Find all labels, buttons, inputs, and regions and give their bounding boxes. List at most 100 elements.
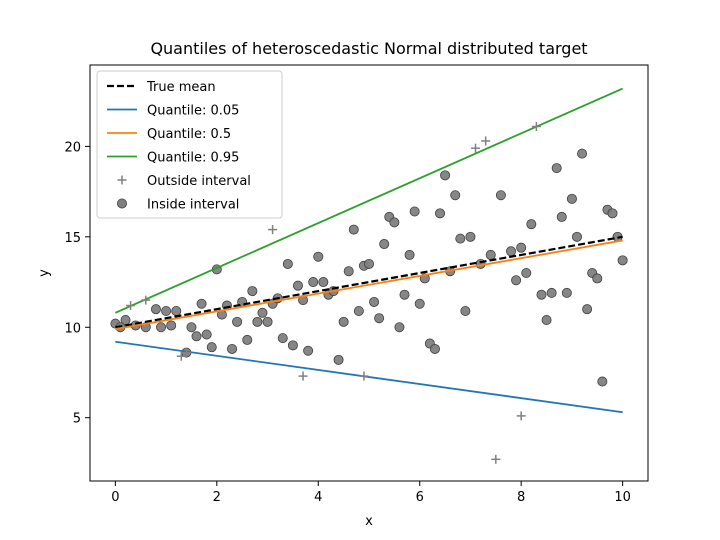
inside-point xyxy=(577,148,588,159)
inside-point xyxy=(374,313,385,324)
legend-box xyxy=(96,70,283,219)
inside-point xyxy=(313,251,324,262)
inside-point xyxy=(252,316,263,327)
plot-area xyxy=(110,87,628,464)
outside-point xyxy=(141,295,151,305)
x-tick-label: 2 xyxy=(213,490,221,505)
outside-point xyxy=(516,411,526,421)
inside-point xyxy=(541,315,552,326)
inside-point xyxy=(536,289,547,300)
legend-label: Quantile: 0.95 xyxy=(147,151,239,166)
inside-point xyxy=(257,307,268,318)
outside-point xyxy=(471,143,481,153)
inside-point xyxy=(247,286,258,297)
chart-title: Quantiles of heteroscedastic Normal dist… xyxy=(150,39,587,58)
series-line-1 xyxy=(115,340,623,414)
inside-point xyxy=(196,298,207,309)
inside-point xyxy=(156,322,167,333)
outside-point xyxy=(181,348,191,358)
inside-point xyxy=(582,304,593,315)
x-tick-label: 6 xyxy=(416,490,424,505)
legend-handle-outside xyxy=(117,175,127,185)
y-tick-label: 5 xyxy=(73,412,81,427)
inside-point xyxy=(389,217,400,228)
outside-point xyxy=(268,225,278,235)
y-tick-label: 20 xyxy=(64,140,81,155)
x-tick-label: 8 xyxy=(517,490,525,505)
inside-point xyxy=(348,224,359,235)
legend-label: True mean xyxy=(146,80,216,95)
inside-point xyxy=(191,331,202,342)
outside-point xyxy=(359,371,369,381)
outside-point xyxy=(491,454,501,464)
inside-point xyxy=(262,316,273,327)
legend-handle-inside xyxy=(117,198,128,209)
inside-point xyxy=(186,322,197,333)
inside-point xyxy=(379,239,390,250)
inside-point xyxy=(485,249,496,260)
x-axis: 0 2 4 6 8 10 xyxy=(111,481,631,505)
x-tick-label: 4 xyxy=(314,490,322,505)
outside-point xyxy=(531,121,541,131)
series-line-0 xyxy=(115,235,623,329)
inside-point xyxy=(232,316,243,327)
inside-point xyxy=(607,208,618,219)
legend-label: Quantile: 0.5 xyxy=(147,127,231,142)
inside-point xyxy=(242,334,253,345)
inside-point xyxy=(369,296,380,307)
inside-point xyxy=(516,242,527,253)
axes-frame xyxy=(89,64,649,482)
inside-point xyxy=(592,273,603,284)
inside-point xyxy=(450,190,461,201)
inside-point xyxy=(399,289,410,300)
inside-point xyxy=(556,211,567,222)
inside-point xyxy=(161,305,172,316)
inside-point xyxy=(292,280,303,291)
inside-point xyxy=(166,320,177,331)
inside-point xyxy=(526,219,537,230)
x-tick-label: 10 xyxy=(614,490,631,505)
inside-point xyxy=(343,266,354,277)
inside-point xyxy=(227,343,238,354)
outside-point xyxy=(126,301,136,311)
inside-point xyxy=(506,246,517,257)
inside-point xyxy=(495,190,506,201)
inside-point xyxy=(201,329,212,340)
inside-point xyxy=(394,322,405,333)
inside-point xyxy=(353,305,364,316)
inside-point xyxy=(308,277,319,288)
inside-point xyxy=(440,170,451,181)
y-axis: 5 10 15 20 xyxy=(64,140,90,427)
inside-point xyxy=(551,163,562,174)
inside-point xyxy=(404,249,415,260)
inside-point xyxy=(465,231,476,242)
inside-point xyxy=(277,333,288,344)
outside-point xyxy=(176,351,186,361)
inside-point xyxy=(435,208,446,219)
inside-point xyxy=(571,231,582,242)
inside-point xyxy=(597,376,608,387)
inside-point xyxy=(120,315,131,326)
legend-label: Outside interval xyxy=(147,174,251,189)
outside-point xyxy=(481,136,491,146)
inside-point xyxy=(455,233,466,244)
x-axis-label: x xyxy=(365,514,373,529)
inside-point xyxy=(282,258,293,269)
legend-label: Quantile: 0.05 xyxy=(147,104,239,119)
inside-point xyxy=(566,193,577,204)
series-line-2 xyxy=(115,239,623,330)
inside-point xyxy=(363,258,374,269)
inside-point xyxy=(414,298,425,309)
inside-point xyxy=(171,305,182,316)
inside-point xyxy=(561,287,572,298)
inside-point xyxy=(617,255,628,266)
x-tick-label: 0 xyxy=(111,490,119,505)
inside-point xyxy=(287,340,298,351)
y-tick-label: 15 xyxy=(64,231,81,246)
inside-point xyxy=(546,287,557,298)
legend-label: Inside interval xyxy=(147,198,239,213)
inside-point xyxy=(409,206,420,217)
inside-point xyxy=(521,267,532,278)
inside-point xyxy=(206,342,217,353)
